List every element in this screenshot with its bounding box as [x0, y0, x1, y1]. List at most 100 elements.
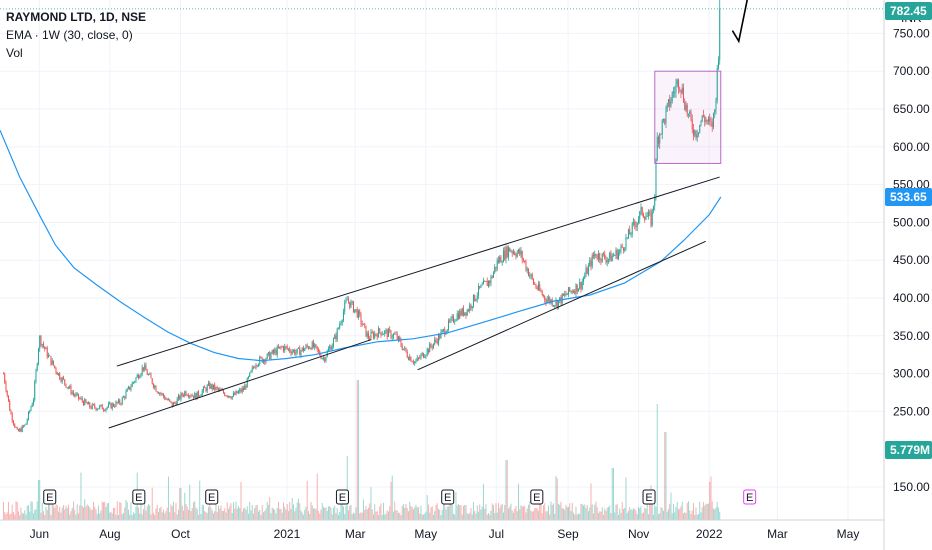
candle-body[interactable]	[430, 343, 432, 347]
candle-body[interactable]	[337, 328, 339, 329]
candle-body[interactable]	[317, 349, 319, 352]
candle-body[interactable]	[360, 314, 362, 324]
candle-body[interactable]	[216, 387, 218, 389]
candle-body[interactable]	[694, 130, 696, 136]
candle-body[interactable]	[614, 255, 616, 256]
candle-body[interactable]	[366, 333, 368, 337]
candle-body[interactable]	[502, 250, 504, 263]
candle-body[interactable]	[141, 367, 143, 374]
candle-body[interactable]	[280, 346, 282, 348]
candle-body[interactable]	[585, 268, 587, 276]
candle-body[interactable]	[540, 290, 542, 292]
candle-body[interactable]	[355, 309, 357, 310]
candle-body[interactable]	[169, 399, 171, 402]
candle-body[interactable]	[322, 357, 324, 359]
candle-body[interactable]	[709, 118, 711, 121]
candle-body[interactable]	[86, 402, 88, 405]
candle-body[interactable]	[636, 222, 638, 228]
hand-drawn-arrow[interactable]	[731, 0, 748, 44]
candle-body[interactable]	[640, 207, 642, 212]
candle-body[interactable]	[650, 212, 652, 226]
candle-body[interactable]	[667, 99, 669, 104]
candle-body[interactable]	[539, 284, 541, 291]
candle-body[interactable]	[54, 365, 56, 368]
candle-body[interactable]	[382, 334, 384, 335]
candle-body[interactable]	[314, 344, 316, 348]
candle-body[interactable]	[712, 112, 714, 127]
candle-body[interactable]	[167, 399, 169, 401]
consolidation-box[interactable]	[654, 70, 722, 164]
candle-body[interactable]	[170, 401, 172, 403]
candle-body[interactable]	[536, 287, 538, 290]
candle-body[interactable]	[340, 322, 342, 325]
candle-body[interactable]	[4, 373, 6, 383]
candle-body[interactable]	[567, 287, 569, 295]
candle-body[interactable]	[449, 320, 451, 322]
candle-body[interactable]	[632, 221, 634, 224]
candle-body[interactable]	[365, 325, 367, 337]
candle-body[interactable]	[34, 382, 36, 400]
candle-body[interactable]	[466, 309, 468, 316]
candle-body[interactable]	[550, 299, 552, 303]
candle-body[interactable]	[130, 386, 132, 390]
candle-body[interactable]	[92, 404, 94, 406]
candle-body[interactable]	[546, 299, 548, 303]
candle-body[interactable]	[136, 374, 138, 378]
candle-body[interactable]	[57, 373, 59, 375]
candle-body[interactable]	[417, 357, 419, 359]
candle-body[interactable]	[580, 282, 582, 289]
candle-body[interactable]	[226, 395, 228, 397]
candle-body[interactable]	[705, 120, 707, 122]
candle-body[interactable]	[16, 427, 18, 430]
candle-body[interactable]	[22, 425, 24, 427]
candle-body[interactable]	[269, 352, 271, 360]
candle-body[interactable]	[354, 309, 356, 313]
candle-body[interactable]	[6, 390, 8, 396]
candle-body[interactable]	[166, 399, 168, 401]
candle-body[interactable]	[27, 411, 29, 420]
candle-body[interactable]	[479, 286, 481, 288]
candle-body[interactable]	[357, 310, 359, 318]
candle-body[interactable]	[179, 395, 181, 400]
candle-body[interactable]	[286, 346, 288, 349]
candle-body[interactable]	[306, 345, 308, 347]
candle-body[interactable]	[577, 288, 579, 292]
candle-body[interactable]	[631, 223, 633, 235]
ema-line[interactable]	[0, 129, 722, 362]
candle-body[interactable]	[412, 361, 414, 364]
candle-body[interactable]	[40, 335, 42, 346]
candle-body[interactable]	[394, 333, 396, 335]
candle-body[interactable]	[554, 305, 556, 307]
candle-body[interactable]	[415, 360, 417, 362]
candle-body[interactable]	[469, 304, 471, 311]
candle-body[interactable]	[120, 403, 122, 405]
candle-body[interactable]	[247, 376, 249, 378]
candle-body[interactable]	[557, 300, 559, 308]
candle-body[interactable]	[505, 247, 507, 260]
candle-body[interactable]	[24, 424, 26, 427]
candle-body[interactable]	[467, 309, 469, 311]
candle-body[interactable]	[159, 392, 161, 394]
candle-body[interactable]	[279, 346, 281, 349]
candle-body[interactable]	[299, 347, 301, 356]
candle-body[interactable]	[551, 299, 553, 306]
candle-body[interactable]	[291, 351, 293, 354]
candle-body[interactable]	[687, 113, 689, 115]
candle-body[interactable]	[32, 399, 34, 405]
price-tag[interactable]	[885, 2, 932, 20]
candle-body[interactable]	[375, 333, 377, 335]
candle-body[interactable]	[484, 281, 486, 282]
candle-body[interactable]	[131, 382, 133, 387]
candle-body[interactable]	[474, 294, 476, 301]
trendline-channel-upper[interactable]	[116, 176, 720, 367]
candle-body[interactable]	[586, 268, 588, 274]
candle-body[interactable]	[594, 253, 596, 257]
candle-body[interactable]	[402, 348, 404, 350]
candle-body[interactable]	[84, 399, 86, 405]
candle-body[interactable]	[287, 348, 289, 350]
candle-body[interactable]	[81, 398, 83, 402]
candle-body[interactable]	[369, 338, 371, 340]
candle-body[interactable]	[284, 346, 286, 351]
candle-body[interactable]	[442, 329, 444, 331]
candle-body[interactable]	[660, 134, 662, 135]
